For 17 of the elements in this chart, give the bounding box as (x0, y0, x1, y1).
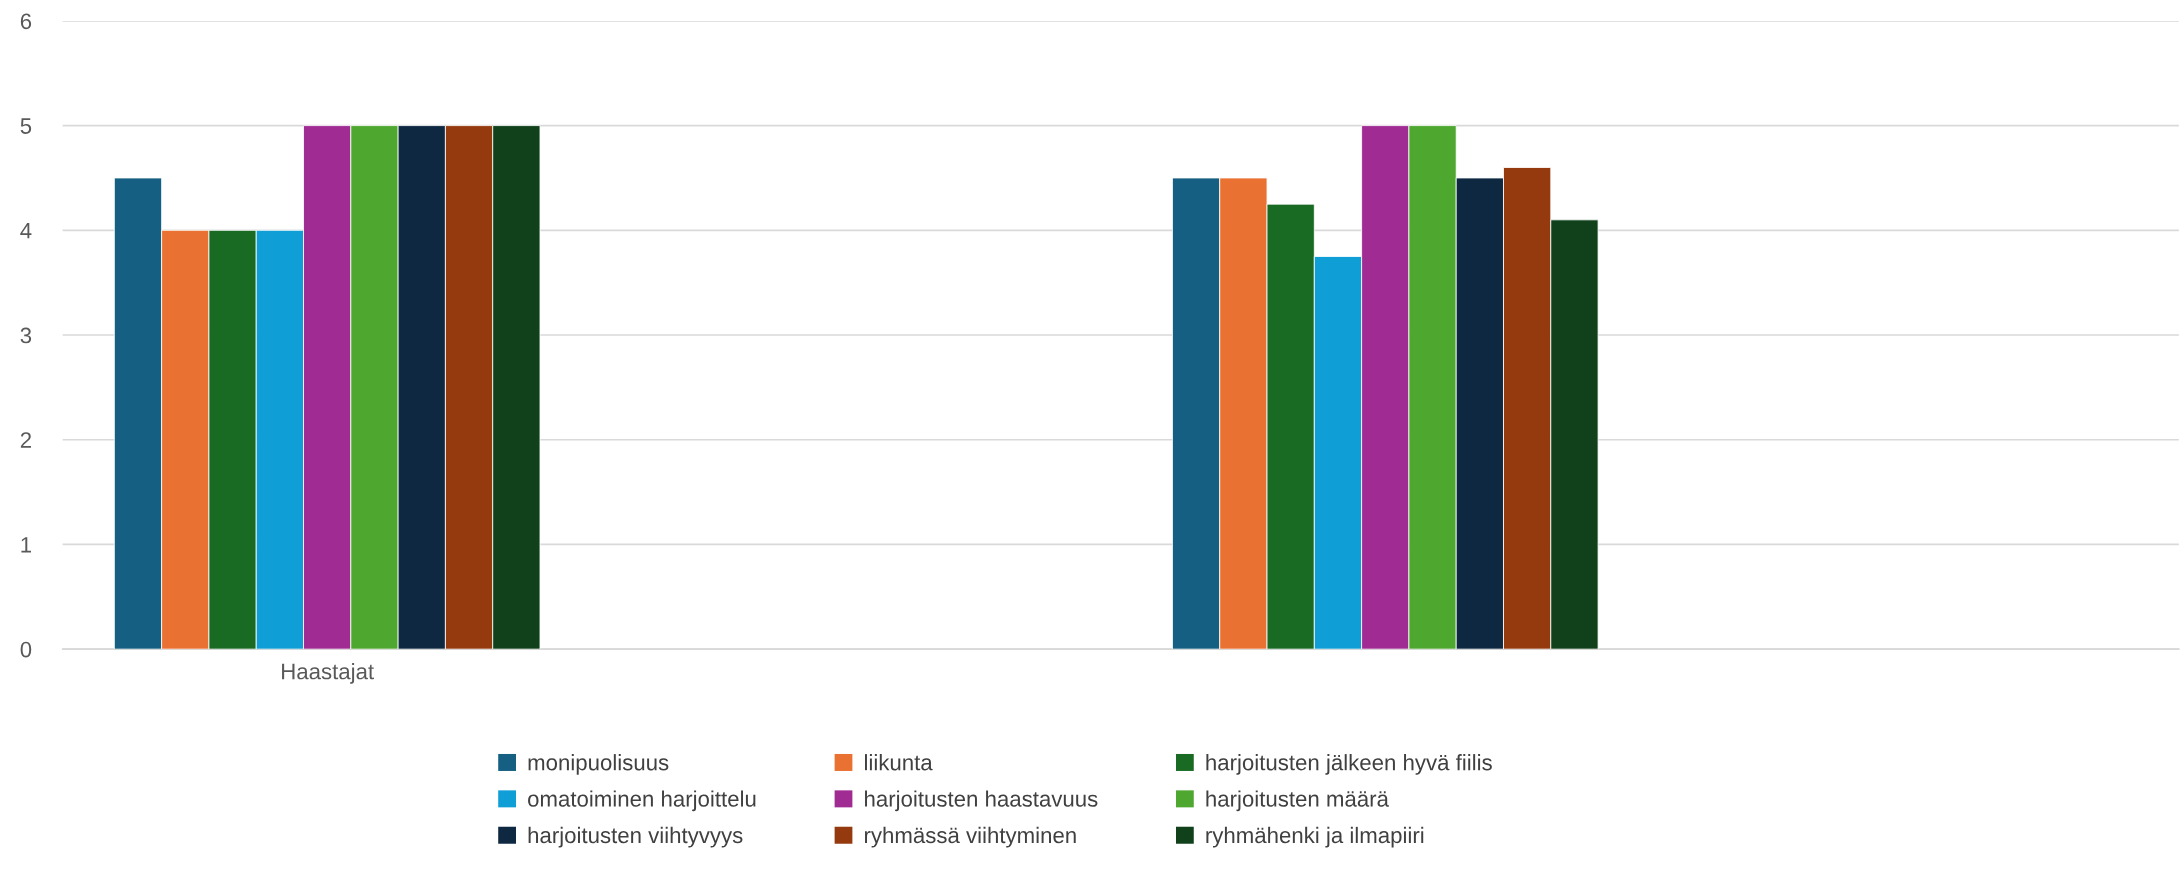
legend-label: harjoitusten viihtyvyys (528, 826, 743, 848)
y-tick-label: 4 (20, 223, 32, 239)
legend-label: omatoiminen harjoittelu (528, 790, 756, 812)
y-tick-label: 1 (21, 537, 32, 553)
legend-label: harjoitusten määrä (1206, 790, 1389, 812)
y-tick-label: 5 (20, 118, 32, 134)
y-tick-label: 3 (20, 327, 32, 344)
y-tick-label: 2 (20, 432, 31, 448)
y-tick-label: 6 (20, 13, 32, 30)
x-tick-label: Haastajat (282, 663, 374, 684)
legend-label: monipuolisuus (528, 754, 669, 775)
legend-label: ryhmähenki ja ilmapiiri (1206, 826, 1424, 848)
legend-label: harjoitusten haastavuus (865, 790, 1098, 812)
y-tick-label: 0 (20, 641, 32, 658)
legend-label: ryhmässä viihtyminen (864, 826, 1076, 848)
legend-label: harjoitusten jälkeen hyvä fiilis (1206, 754, 1492, 775)
legend-label: liikunta (865, 754, 933, 771)
